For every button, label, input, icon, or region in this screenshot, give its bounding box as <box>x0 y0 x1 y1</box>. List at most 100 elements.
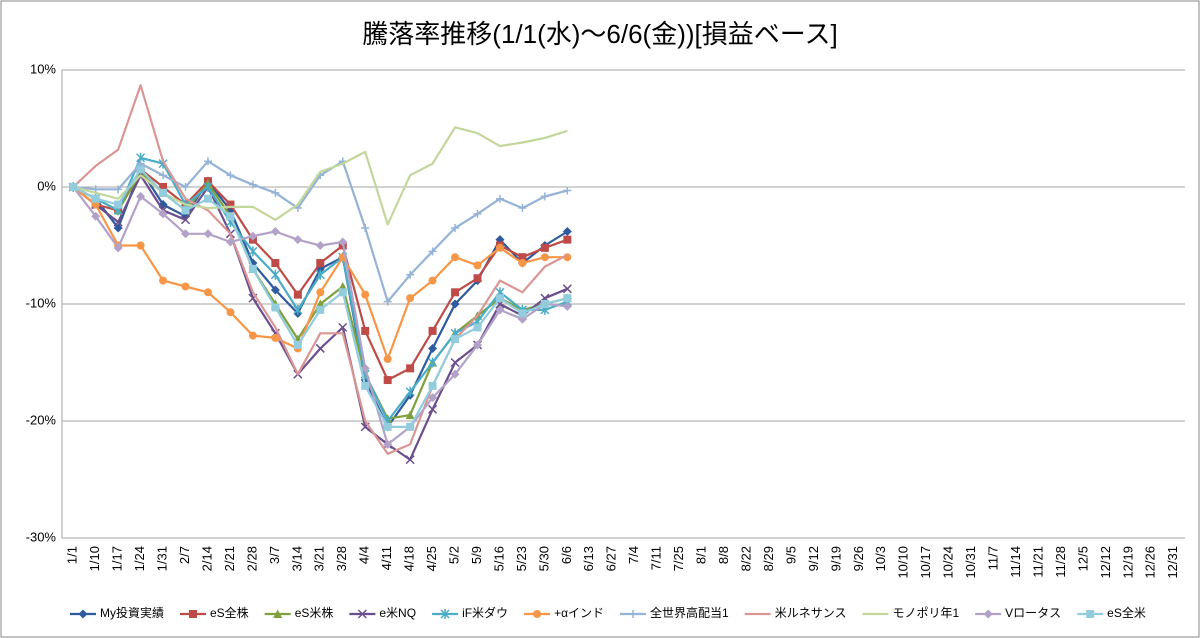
point <box>495 305 505 315</box>
point <box>428 393 438 403</box>
point <box>181 206 190 215</box>
point <box>338 322 348 332</box>
point <box>428 343 438 353</box>
point <box>383 376 392 385</box>
point <box>293 304 303 315</box>
point <box>563 294 572 303</box>
x-tick-label: 6/13 <box>581 546 596 571</box>
x-tick-label: 10/10 <box>896 546 911 579</box>
point <box>181 282 190 291</box>
point <box>428 276 437 285</box>
point <box>405 455 415 465</box>
y-tick-label: -10% <box>26 295 57 310</box>
x-tick-label: 11/14 <box>1008 546 1023 578</box>
point <box>78 609 88 619</box>
legend-label: eS全株 <box>210 605 249 620</box>
point <box>629 610 638 618</box>
x-tick-label: 7/4 <box>626 546 641 564</box>
point <box>405 410 415 420</box>
point <box>473 274 482 283</box>
x-tick-label: 9/19 <box>828 546 843 571</box>
point <box>540 243 549 252</box>
point <box>136 241 145 250</box>
point <box>113 223 123 233</box>
x-tick-label: 6/27 <box>604 546 619 571</box>
point <box>1086 610 1095 618</box>
x-tick-label: 3/21 <box>312 546 327 571</box>
point <box>136 165 145 174</box>
x-tick-label: 9/26 <box>851 546 866 571</box>
point <box>226 171 235 180</box>
x-tick-label: 12/5 <box>1075 546 1090 571</box>
point <box>383 297 392 306</box>
legend-label: 全世界高配当1 <box>650 605 729 620</box>
x-tick-label: 1/24 <box>132 546 147 571</box>
point <box>69 183 78 191</box>
point <box>226 212 235 221</box>
x-tick-label: 11/7 <box>986 546 1001 570</box>
x-tick-label: 11/21 <box>1030 546 1045 578</box>
point <box>450 357 460 368</box>
point <box>406 294 415 303</box>
x-tick-label: 5/16 <box>491 546 506 571</box>
point <box>113 243 123 253</box>
legend-label: eS全米 <box>1107 605 1146 620</box>
x-tick-label: 8/29 <box>761 546 776 571</box>
point <box>271 188 280 197</box>
point <box>316 259 325 268</box>
point <box>983 609 993 619</box>
point <box>315 269 325 280</box>
x-tick-label: 12/31 <box>1165 546 1180 579</box>
point <box>428 404 438 414</box>
point <box>383 354 392 363</box>
x-tick-label: 7/25 <box>671 546 686 571</box>
point <box>226 200 235 209</box>
point <box>450 299 460 309</box>
x-tick-label: 11/28 <box>1053 546 1068 578</box>
legend-label: Vロータス <box>1005 606 1061 620</box>
series-line <box>72 84 568 455</box>
point <box>203 229 213 239</box>
point <box>271 259 280 268</box>
point <box>361 290 370 299</box>
point <box>159 183 168 191</box>
y-tick-label: -30% <box>26 529 57 544</box>
x-tick-label: 4/25 <box>424 546 439 571</box>
point <box>273 609 283 618</box>
point <box>203 157 212 166</box>
x-tick-label: 3/28 <box>334 546 349 571</box>
point <box>451 335 460 344</box>
point <box>473 209 482 218</box>
point <box>473 340 483 350</box>
legend-label: 米ルネサンス <box>775 606 847 620</box>
point <box>293 235 303 245</box>
point <box>248 180 257 189</box>
x-tick-label: 2/7 <box>177 546 192 564</box>
x-tick-label: 5/2 <box>446 546 461 564</box>
point <box>91 194 100 203</box>
point <box>315 343 325 353</box>
point <box>540 300 549 308</box>
x-tick-label: 10/24 <box>941 546 956 579</box>
point <box>473 261 482 270</box>
point <box>158 209 168 219</box>
point <box>518 259 527 268</box>
point <box>562 301 572 311</box>
point <box>360 363 370 373</box>
legend-label: My投資実績 <box>100 605 164 620</box>
point <box>440 609 450 619</box>
point <box>271 333 280 342</box>
point <box>495 243 504 252</box>
legend-label: モノポリ年1 <box>892 606 959 620</box>
x-tick-label: 5/30 <box>536 546 551 571</box>
x-tick-label: 4/11 <box>379 546 394 570</box>
point <box>189 610 197 618</box>
point <box>136 191 146 201</box>
point <box>562 284 572 294</box>
point <box>316 288 325 297</box>
y-tick-label: -20% <box>26 412 57 427</box>
point <box>338 237 348 247</box>
point <box>428 357 438 368</box>
point <box>271 303 280 312</box>
